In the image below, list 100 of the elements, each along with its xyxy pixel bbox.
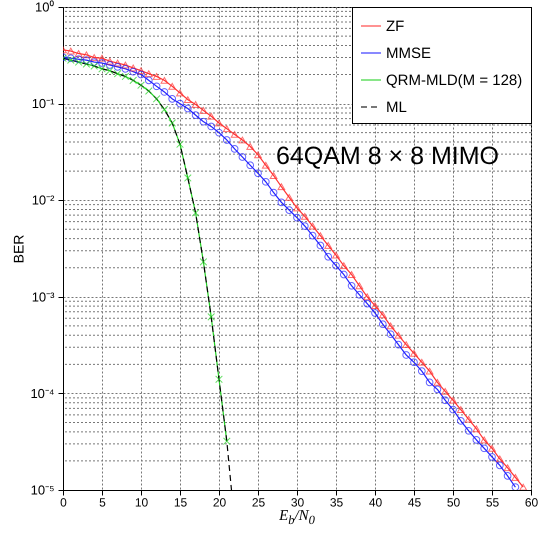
- x-tick-label: 60: [524, 496, 538, 510]
- point: [207, 122, 216, 130]
- point: [230, 145, 238, 153]
- legend-label: QRM-MLD(M = 128): [386, 72, 522, 89]
- point: [168, 95, 176, 103]
- point: [386, 330, 394, 338]
- point: [316, 232, 324, 240]
- x-tick-label: 35: [330, 496, 344, 510]
- point: [363, 300, 372, 308]
- point: [215, 128, 223, 137]
- point: [449, 396, 457, 404]
- point: [176, 100, 184, 108]
- point: [285, 194, 294, 201]
- point: [378, 311, 387, 318]
- point: [371, 309, 379, 317]
- point: [285, 206, 294, 214]
- point: [114, 60, 122, 66]
- point: [356, 282, 364, 290]
- point: [348, 271, 356, 278]
- x-tick-label: 20: [212, 496, 226, 510]
- point: [363, 293, 372, 300]
- x-tick-label: 45: [408, 496, 422, 510]
- point: [137, 67, 145, 74]
- point: [441, 388, 450, 395]
- x-axis-title: E$_{b}$/N$_{0}$: [278, 508, 316, 528]
- point: [144, 87, 153, 95]
- point: [394, 340, 402, 348]
- point: [441, 396, 450, 404]
- point: [246, 143, 254, 150]
- point: [152, 73, 160, 80]
- x-tick-label: 5: [99, 496, 106, 510]
- point: [270, 188, 278, 196]
- point: [519, 484, 528, 490]
- point: [82, 56, 90, 64]
- point: [278, 198, 286, 206]
- point: [106, 61, 114, 69]
- point: [371, 302, 379, 310]
- point: [254, 169, 262, 178]
- point: [340, 270, 348, 278]
- y-axis-title: BER: [10, 234, 26, 264]
- x-tick-label: 25: [252, 496, 266, 510]
- x-tick-label: 10: [134, 496, 148, 510]
- point: [512, 483, 520, 490]
- point: [418, 358, 426, 366]
- y-tick-label: 10⁻⁵: [30, 482, 54, 498]
- point: [152, 94, 160, 103]
- point: [192, 111, 200, 119]
- point: [122, 62, 130, 68]
- point: [168, 119, 176, 127]
- point: [176, 140, 184, 148]
- point: [426, 378, 434, 386]
- point: [200, 107, 208, 114]
- point: [293, 204, 301, 212]
- point: [168, 82, 176, 90]
- point: [238, 153, 246, 161]
- annotation: 64QAM 8 × 8 MIMO: [276, 142, 499, 171]
- point: [464, 426, 472, 435]
- point: [152, 82, 160, 90]
- point: [308, 232, 316, 240]
- point: [122, 64, 130, 73]
- point: [98, 54, 106, 62]
- point: [270, 172, 278, 179]
- point: [254, 151, 262, 158]
- point: [129, 64, 138, 72]
- point: [488, 453, 496, 461]
- point: [278, 183, 286, 190]
- point: [129, 76, 138, 84]
- point: [434, 378, 442, 386]
- point: [144, 76, 153, 84]
- point: [480, 436, 488, 444]
- point: [160, 76, 168, 84]
- point: [90, 54, 98, 61]
- point: [215, 375, 223, 384]
- point: [184, 96, 192, 104]
- y-tick-label: 10⁻⁴: [30, 386, 54, 401]
- point: [300, 222, 309, 230]
- point: [504, 464, 512, 472]
- point: [402, 351, 410, 359]
- point: [66, 48, 75, 54]
- y-tick-label: 10⁰: [35, 0, 54, 14]
- point: [222, 136, 231, 144]
- point: [246, 161, 254, 170]
- point: [222, 437, 231, 446]
- point: [418, 367, 426, 375]
- point: [90, 58, 98, 66]
- y-tick-label: 10⁻²: [32, 192, 56, 208]
- legend-label: ML: [386, 99, 407, 116]
- point: [137, 81, 145, 90]
- point: [114, 63, 122, 71]
- point: [394, 332, 402, 339]
- point: [200, 118, 208, 126]
- point: [340, 262, 348, 270]
- point: [192, 208, 200, 217]
- point: [402, 341, 410, 348]
- point: [456, 416, 465, 425]
- legend-label: MMSE: [386, 45, 431, 62]
- point: [238, 136, 246, 144]
- point: [332, 252, 340, 259]
- point: [480, 444, 488, 452]
- point: [74, 55, 82, 64]
